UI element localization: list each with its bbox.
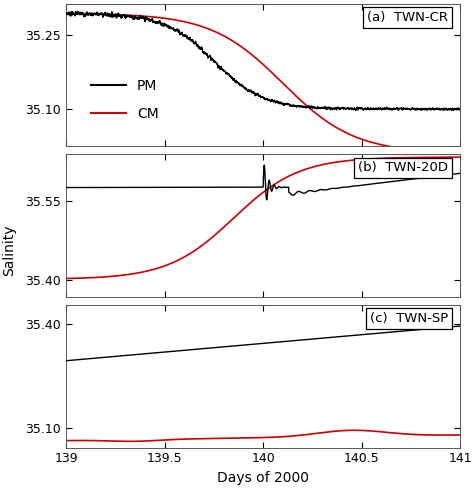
Text: (b)  TWN-20D: (b) TWN-20D <box>358 162 448 174</box>
Text: (c)  TWN-SP: (c) TWN-SP <box>370 312 448 326</box>
Text: (a)  TWN-CR: (a) TWN-CR <box>367 10 448 24</box>
Legend: PM, CM: PM, CM <box>80 68 170 132</box>
X-axis label: Days of 2000: Days of 2000 <box>217 471 309 485</box>
Text: Salinity: Salinity <box>2 224 17 276</box>
